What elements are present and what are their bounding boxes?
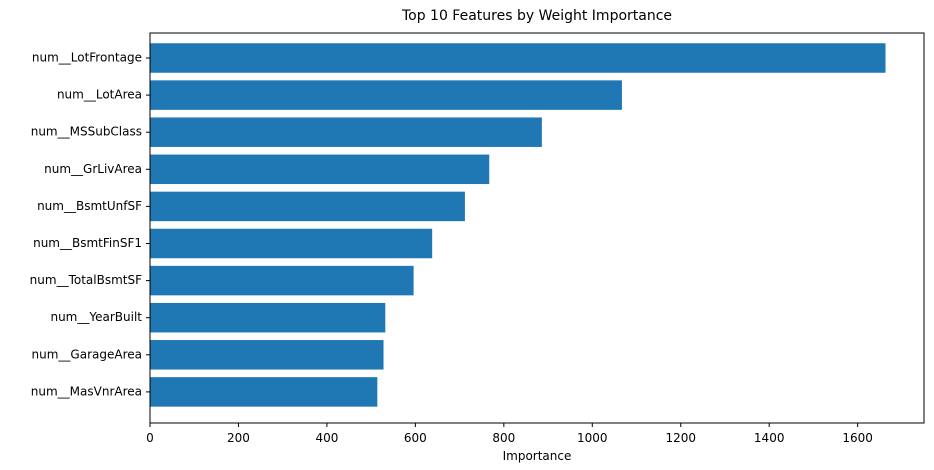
y-tick-label: num__LotFrontage (32, 51, 142, 65)
bar-num__LotFrontage (150, 43, 886, 73)
y-tick-label: num__MasVnrArea (31, 384, 142, 398)
bars-group (150, 43, 886, 407)
bar-num__GarageArea (150, 340, 384, 370)
y-tick-label: num__BsmtUnfSF (37, 199, 142, 213)
x-tick-label: 1200 (665, 431, 696, 445)
bar-num__TotalBsmtSF (150, 265, 414, 296)
bar-num__GrLivArea (150, 154, 490, 185)
y-tick-label: num__MSSubClass (31, 125, 142, 139)
bar-num__BsmtFinSF1 (150, 228, 433, 259)
x-axis-label: Importance (503, 449, 572, 463)
x-tick-group: 0 200 400 600 800 1000 1200 1400 1600 (146, 423, 873, 445)
y-tick-group: num__LotFrontage num__LotArea num__MSSubCl… (30, 51, 150, 398)
y-tick-label: num__LotArea (57, 88, 142, 102)
y-tick-label: num__GarageArea (32, 347, 142, 361)
bar-num__BsmtUnfSF (150, 191, 465, 222)
bar-num__MSSubClass (150, 117, 542, 147)
plot-frame (149, 32, 925, 424)
y-tick-label: num__YearBuilt (50, 310, 142, 324)
x-tick-label: 200 (227, 431, 250, 445)
chart-title: Top 10 Features by Weight Importance (401, 8, 672, 24)
bar-num__YearBuilt (150, 302, 386, 333)
x-tick-label: 600 (404, 431, 427, 445)
x-tick-label: 1400 (754, 431, 785, 445)
y-tick-label: num__BsmtFinSF1 (33, 236, 142, 250)
bar-num__LotArea (150, 80, 622, 110)
bar-num__MasVnrArea (150, 377, 378, 407)
x-tick-label: 400 (315, 431, 338, 445)
y-tick-label: num__GrLivArea (44, 162, 142, 176)
x-tick-label: 800 (492, 431, 515, 445)
y-tick-label: num__TotalBsmtSF (30, 273, 142, 287)
x-tick-label: 1000 (577, 431, 608, 445)
x-tick-label: 0 (146, 431, 154, 445)
x-tick-label: 1600 (842, 431, 873, 445)
